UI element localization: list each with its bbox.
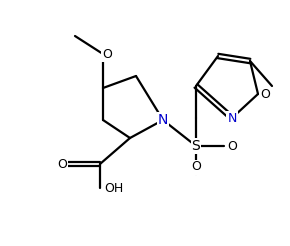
Text: N: N — [227, 111, 237, 124]
Text: O: O — [227, 139, 237, 153]
Text: S: S — [192, 139, 200, 153]
Text: O: O — [57, 157, 67, 170]
Text: O: O — [260, 88, 270, 101]
Text: OH: OH — [104, 182, 124, 195]
Text: O: O — [102, 47, 112, 61]
Text: N: N — [158, 113, 168, 127]
Text: O: O — [191, 160, 201, 173]
